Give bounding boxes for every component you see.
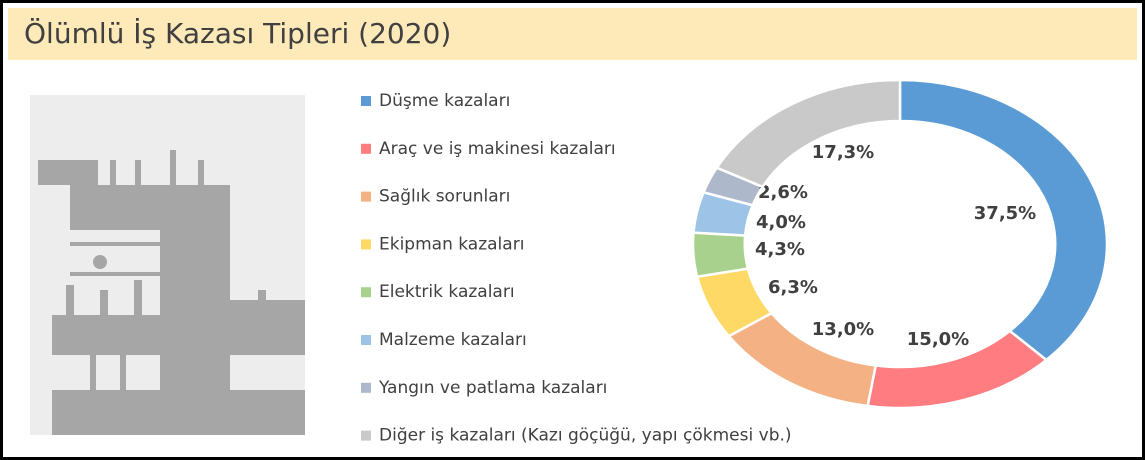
value-label: 15,0% bbox=[907, 329, 969, 350]
legend-swatch bbox=[361, 192, 371, 202]
value-label: 37,5% bbox=[974, 203, 1036, 224]
value-label: 4,0% bbox=[756, 212, 806, 233]
legend-label: Malzeme kazaları bbox=[379, 330, 527, 350]
chart: Ölümlü İş Kazası Tipleri (2020) Düşme ka… bbox=[0, 0, 1145, 460]
legend-swatch bbox=[361, 239, 371, 249]
value-label: 4,3% bbox=[755, 239, 805, 260]
legend-label: Ekipman kazaları bbox=[379, 234, 524, 254]
value-label: 2,6% bbox=[758, 182, 808, 203]
chart-title: Ölümlü İş Kazası Tipleri (2020) bbox=[24, 16, 451, 50]
legend-label: Düşme kazaları bbox=[379, 91, 510, 111]
legend-label: Sağlık sorunları bbox=[379, 187, 510, 207]
donut-slice bbox=[693, 233, 748, 277]
value-label: 13,0% bbox=[812, 319, 874, 340]
value-label: 6,3% bbox=[768, 277, 818, 298]
legend-label: Araç ve iş makinesi kazaları bbox=[379, 139, 616, 159]
legend-label: Yangın ve patlama kazaları bbox=[378, 378, 607, 398]
legend-label: Diğer iş kazaları (Kazı göçüğü, yapı çök… bbox=[379, 426, 792, 446]
value-label: 17,3% bbox=[812, 142, 874, 163]
legend-label: Elektrik kazaları bbox=[379, 282, 515, 302]
legend-swatch bbox=[361, 144, 371, 154]
illustration bbox=[30, 95, 305, 435]
legend-swatch bbox=[361, 335, 371, 345]
legend-swatch bbox=[361, 383, 371, 393]
legend-swatch bbox=[361, 96, 371, 106]
legend-swatch bbox=[361, 431, 371, 441]
legend-swatch bbox=[361, 287, 371, 297]
page: Ölümlü İş Kazası Tipleri (2020) Düşme ka… bbox=[0, 0, 1145, 460]
